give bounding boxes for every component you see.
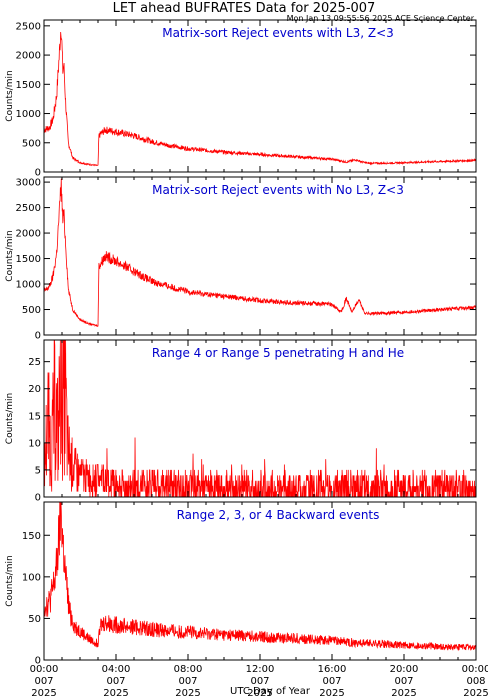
y-tick-label: 1000 [16,109,41,120]
y-axis-label: Counts/min [5,555,15,606]
x-tick-time: 00:00 [30,664,59,675]
series-line [43,501,477,652]
y-tick-label: 5 [35,465,41,476]
y-tick-label: 2000 [16,229,41,240]
x-tick-day: 007 [394,676,413,687]
x-tick-year: 2025 [463,688,488,699]
x-tick-year: 2025 [31,688,56,699]
generated-timestamp: Mon Jan 13 09:55:56 2025 ACE Science Cen… [287,14,475,23]
panel-1: 0 500 1000 1500 2000 2500 Matrix-sort Reject e… [5,19,477,179]
x-tick-time: 08:00 [174,664,203,675]
y-tick-label: 2500 [16,203,41,214]
y-tick-label: 3000 [16,178,41,189]
y-tick-label: 500 [22,305,41,316]
x-tick-time: 12:00 [246,664,275,675]
panel-4: 0 50 100 150 Range 2, 3, or 4 Backward event… [5,501,477,667]
y-tick-label: 10 [28,438,41,449]
x-tick-day: 008 [466,676,485,687]
x-tick-day: 007 [322,676,341,687]
x-tick-time: 04:00 [102,664,131,675]
x-tick-year: 2025 [319,688,344,699]
panel-title: Range 2, 3, or 4 Backward events [177,508,380,522]
y-tick-label: 100 [22,572,41,583]
y-tick-label: 2500 [16,21,41,32]
x-tick-year: 2025 [103,688,128,699]
y-axis-label: Counts/min [5,70,15,121]
y-tick-label: 50 [28,614,41,625]
y-axis-label: Counts/min [5,230,15,281]
figure-title: LET ahead BUFRATES Data for 2025-007 [113,1,376,16]
y-tick-label: 25 [28,357,41,368]
x-tick-year: 2025 [175,688,200,699]
y-tick-label: 1500 [16,254,41,265]
x-tick-time: 16:00 [318,664,347,675]
plot-frame [43,19,477,173]
y-tick-label: 20 [28,384,41,395]
x-tick-day: 007 [34,676,53,687]
plot-frame [43,501,477,661]
panel-title: Range 4 or Range 5 penetrating H and He [152,346,404,360]
panel-3: 0 5 10 15 20 25 Range 4 or Range 5 penetrating… [5,339,477,504]
y-tick-label: 0 [35,331,41,342]
series-line [43,31,477,167]
y-tick-label: 150 [22,531,41,542]
y-tick-label: 2000 [16,51,41,62]
series-line [43,178,477,327]
y-tick-label: 0 [35,168,41,179]
x-tick-day: 007 [106,676,125,687]
x-tick-time: 00:00 [462,664,488,675]
panel-2: 0 500 1000 1500 2000 2500 3000 Matrix-sort Reje… [5,176,477,342]
x-tick-year: 2025 [247,688,272,699]
x-tick-time: 20:00 [390,664,419,675]
x-axis-label: UTC Day of Year [230,686,311,697]
y-tick-label: 1500 [16,80,41,91]
panel-title: Matrix-sort Reject events with L3, Z<3 [162,26,394,40]
x-tick-year: 2025 [391,688,416,699]
x-tick-day: 007 [178,676,197,687]
panel-title: Matrix-sort Reject events with No L3, Z<… [152,183,404,197]
y-tick-label: 0 [35,656,41,667]
y-axis-label: Counts/min [5,393,15,444]
series-line [43,339,477,498]
y-tick-label: 500 [22,138,41,149]
x-tick-day: 007 [250,676,269,687]
y-tick-label: 0 [35,493,41,504]
y-tick-label: 1000 [16,280,41,291]
y-tick-label: 15 [28,411,41,422]
